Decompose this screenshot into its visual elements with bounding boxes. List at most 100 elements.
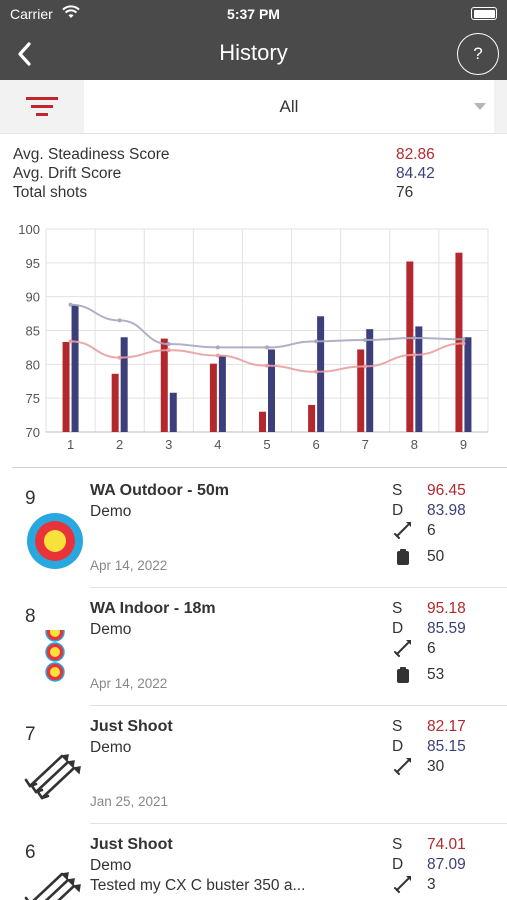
drift-bar [71, 304, 79, 432]
steadiness-bar [259, 411, 266, 432]
session-date: Apr 14, 2022 [90, 676, 168, 691]
session-date: Apr 14, 2022 [90, 558, 168, 573]
arrow-count-icon [394, 521, 412, 539]
steadiness-tag: S [392, 482, 403, 499]
arrows-icon [18, 748, 88, 812]
arrows-icon [18, 866, 88, 900]
triple-spot-icon [18, 622, 88, 694]
steadiness-score: 95.18 [427, 600, 466, 617]
trend-point [363, 337, 368, 342]
session-title: Just Shoot [90, 836, 173, 853]
session-title: Just Shoot [90, 718, 173, 735]
drift-trend-line [70, 303, 464, 349]
steadiness-bar [160, 338, 168, 432]
drift-score: 85.59 [427, 620, 466, 637]
trend-point [68, 302, 73, 307]
drift-bar [464, 337, 472, 432]
y-tick-label: 70 [26, 425, 40, 440]
filter-icon[interactable] [0, 80, 84, 133]
steadiness-bar [62, 342, 70, 432]
session-row[interactable]: 8 WA Indoor - 18m Demo Apr 14, 2022 S 95.18 D 8… [0, 588, 507, 706]
trend-point [215, 353, 220, 358]
x-tick-label: 5 [263, 437, 270, 452]
x-tick-label: 4 [214, 437, 221, 452]
filter-row: All [0, 80, 507, 134]
nav-bar: History ? [0, 28, 507, 80]
y-tick-label: 95 [26, 256, 40, 271]
trend-point [166, 342, 171, 347]
shots-row: Total shots 76 [13, 184, 493, 203]
row-separator [90, 823, 507, 824]
steadiness-bar [357, 349, 365, 432]
session-index: 6 [25, 842, 36, 863]
back-chevron-icon[interactable] [8, 36, 44, 72]
drift-bar [120, 337, 128, 432]
session-row[interactable]: 9 WA Outdoor - 50m Demo Apr 14, 2022 S 96.45 D… [0, 470, 507, 588]
drift-score: 83.98 [427, 502, 466, 519]
session-row[interactable]: 6 Just Shoot Demo Tested my CX C buster 350… [0, 824, 507, 900]
battery-icon [471, 7, 497, 20]
drift-tag: D [392, 856, 404, 873]
trend-point [117, 318, 122, 323]
x-tick-label: 6 [312, 437, 319, 452]
drift-bar [366, 329, 374, 432]
x-tick-label: 9 [460, 437, 467, 452]
round-score: 53 [427, 666, 445, 683]
steadiness-score: 74.01 [427, 836, 466, 853]
session-row[interactable]: 7 Just Shoot Demo Jan 25, 2021 S 82.17 D 85.15 3… [0, 706, 507, 824]
shots-value: 76 [396, 184, 414, 201]
y-tick-label: 80 [26, 357, 40, 372]
bow-filter-select[interactable]: All [84, 80, 494, 133]
session-index: 7 [25, 724, 36, 745]
trend-point [314, 369, 319, 374]
trend-point [461, 341, 466, 346]
round-score-icon [394, 548, 412, 566]
drift-tag: D [392, 620, 404, 637]
drift-row: Avg. Drift Score 84.42 [13, 165, 493, 184]
trend-point [461, 337, 466, 342]
x-tick-label: 2 [116, 437, 123, 452]
divider [12, 467, 507, 468]
trend-point [117, 355, 122, 360]
shots-label: Total shots [13, 184, 88, 201]
drift-label: Avg. Drift Score [13, 165, 122, 182]
arrow-count: 3 [427, 876, 436, 893]
session-note: Tested my CX C buster 350 a... [90, 877, 306, 894]
steadiness-tag: S [392, 718, 403, 735]
steadiness-label: Avg. Steadiness Score [13, 146, 170, 163]
trend-point [265, 345, 269, 350]
trend-point [68, 339, 73, 344]
row-separator [90, 705, 507, 706]
trend-point [412, 335, 417, 340]
session-index: 9 [25, 488, 36, 509]
arrow-count: 30 [427, 758, 445, 775]
steadiness-row: Avg. Steadiness Score 82.86 [13, 146, 493, 165]
session-bow: Demo [90, 621, 132, 638]
help-button[interactable]: ? [457, 33, 499, 75]
drift-tag: D [392, 502, 404, 519]
session-list: 9 WA Outdoor - 50m Demo Apr 14, 2022 S 96.45 D… [0, 470, 507, 900]
drift-bar [415, 326, 423, 432]
drift-bar [218, 355, 226, 432]
session-bow: Demo [90, 739, 132, 756]
x-tick-label: 3 [165, 437, 172, 452]
round-score: 50 [427, 548, 445, 565]
status-bar: Carrier 5:37 PM [0, 0, 507, 28]
arrow-count-icon [394, 875, 412, 893]
carrier-label: Carrier [10, 6, 53, 22]
session-bow: Demo [90, 857, 132, 874]
arrow-count-icon [394, 639, 412, 657]
drift-score: 87.09 [427, 856, 466, 873]
x-tick-label: 1 [67, 437, 74, 452]
session-bow: Demo [90, 503, 132, 520]
steadiness-bar [308, 404, 316, 432]
x-tick-label: 7 [362, 437, 369, 452]
drift-bar [169, 392, 177, 432]
arrow-count: 6 [427, 640, 436, 657]
arrow-count: 6 [427, 522, 436, 539]
steadiness-score: 96.45 [427, 482, 466, 499]
y-tick-label: 90 [26, 290, 40, 305]
score-history-chart: 70 75 80 85 90 95 100 1 2 3 4 5 6 7 8 9 [18, 222, 489, 452]
bow-filter-value: All [279, 97, 299, 116]
drift-score: 85.15 [427, 738, 466, 755]
